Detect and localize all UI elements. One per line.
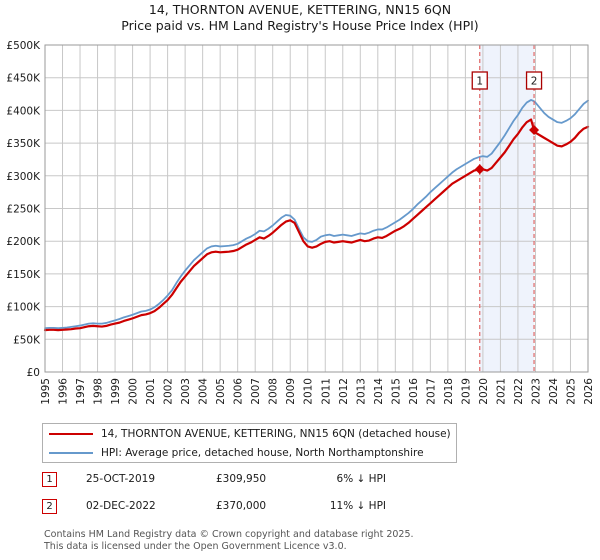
svg-text:2013: 2013: [355, 378, 367, 405]
txn-date-1: 25-OCT-2019: [86, 473, 155, 485]
footer-line-2: This data is licensed under the Open Gov…: [44, 540, 347, 552]
svg-text:£250K: £250K: [6, 204, 41, 216]
txn-date-2: 02-DEC-2022: [86, 500, 156, 512]
title-line-2: Price paid vs. HM Land Registry's House …: [121, 18, 479, 33]
plot-frame: [44, 44, 589, 373]
svg-text:2008: 2008: [268, 378, 280, 405]
svg-text:2020: 2020: [478, 378, 490, 405]
attribution-footer: Contains HM Land Registry data © Crown c…: [44, 529, 584, 552]
txn-hpi-delta-1: 6% ↓ HPI: [336, 473, 386, 485]
txn-index-badge-2: 2: [42, 499, 57, 514]
table-row: 1 25-OCT-2019 £309,950 6% ↓ HPI: [42, 470, 462, 497]
title-line-1: 14, THORNTON AVENUE, KETTERING, NN15 6QN: [148, 2, 452, 17]
svg-text:2017: 2017: [425, 378, 437, 405]
svg-text:1997: 1997: [75, 378, 87, 405]
svg-text:2021: 2021: [495, 378, 507, 405]
marker-vertical-lines: [479, 45, 535, 372]
legend-label-price-paid: 14, THORNTON AVENUE, KETTERING, NN15 6QN…: [101, 427, 451, 440]
chart-svg: £0 £50K £100K £150K £200K £250K £300K £350K £400…: [6, 40, 595, 405]
svg-text:2009: 2009: [285, 378, 297, 405]
svg-text:2014: 2014: [373, 378, 385, 405]
svg-text:£450K: £450K: [6, 73, 41, 85]
legend-swatch-hpi: [49, 451, 93, 454]
svg-text:2019: 2019: [460, 378, 472, 405]
svg-text:2: 2: [531, 76, 538, 88]
svg-text:1998: 1998: [93, 378, 105, 405]
svg-text:£300K: £300K: [6, 171, 41, 183]
footer-line-1: Contains HM Land Registry data © Crown c…: [44, 529, 414, 540]
svg-text:£350K: £350K: [6, 138, 41, 150]
svg-text:1995: 1995: [40, 378, 52, 405]
svg-text:1996: 1996: [58, 378, 70, 405]
x-axis-labels: 1995 1996 1997 1998 1999 2000 2001 2002 2003 2004…: [40, 378, 595, 405]
legend-swatch-price-paid: [49, 432, 93, 435]
svg-text:2011: 2011: [320, 378, 332, 405]
legend-item-hpi: HPI: Average price, detached house, Nort…: [43, 443, 456, 462]
svg-text:£0: £0: [27, 367, 40, 379]
svg-text:2004: 2004: [198, 378, 210, 405]
svg-text:2015: 2015: [390, 378, 402, 405]
txn-price-1: £309,950: [216, 473, 267, 485]
page-title: 14, THORNTON AVENUE, KETTERING, NN15 6QN…: [0, 2, 600, 34]
svg-text:1: 1: [476, 76, 483, 88]
svg-text:1999: 1999: [110, 378, 122, 405]
svg-text:£400K: £400K: [6, 105, 41, 117]
svg-text:2005: 2005: [215, 378, 227, 405]
svg-text:2003: 2003: [180, 378, 192, 405]
svg-text:£100K: £100K: [6, 302, 41, 314]
svg-text:£150K: £150K: [6, 269, 41, 281]
txn-price-2: £370,000: [216, 500, 267, 512]
transactions-table: 1 25-OCT-2019 £309,950 6% ↓ HPI 2 02-DEC…: [42, 470, 462, 524]
svg-text:£200K: £200K: [6, 236, 41, 248]
svg-text:2000: 2000: [128, 378, 140, 405]
svg-text:2022: 2022: [513, 378, 525, 405]
svg-text:2023: 2023: [530, 378, 542, 405]
svg-text:2006: 2006: [233, 378, 245, 405]
svg-text:2007: 2007: [250, 378, 262, 405]
svg-text:2016: 2016: [408, 378, 420, 405]
svg-text:2001: 2001: [145, 378, 157, 405]
svg-text:£500K: £500K: [6, 40, 41, 52]
svg-text:2012: 2012: [338, 378, 350, 405]
svg-text:2002: 2002: [163, 378, 175, 405]
legend-item-price-paid: 14, THORNTON AVENUE, KETTERING, NN15 6QN…: [43, 424, 456, 443]
series-lines: [43, 99, 590, 332]
svg-text:2010: 2010: [303, 378, 315, 405]
table-row: 2 02-DEC-2022 £370,000 11% ↓ HPI: [42, 497, 462, 524]
svg-text:£50K: £50K: [13, 334, 41, 346]
legend-label-hpi: HPI: Average price, detached house, Nort…: [101, 446, 424, 459]
svg-text:2024: 2024: [548, 378, 560, 405]
chart-legend: 14, THORNTON AVENUE, KETTERING, NN15 6QN…: [42, 423, 457, 463]
txn-hpi-delta-2: 11% ↓ HPI: [329, 500, 386, 512]
svg-text:2026: 2026: [583, 378, 595, 405]
svg-text:2025: 2025: [565, 378, 577, 405]
price-history-chart: £0 £50K £100K £150K £200K £250K £300K £350K £400…: [6, 40, 595, 405]
y-axis-labels: £0 £50K £100K £150K £200K £250K £300K £350K £400…: [6, 40, 41, 379]
svg-text:2018: 2018: [443, 378, 455, 405]
txn-index-badge-1: 1: [42, 472, 57, 487]
